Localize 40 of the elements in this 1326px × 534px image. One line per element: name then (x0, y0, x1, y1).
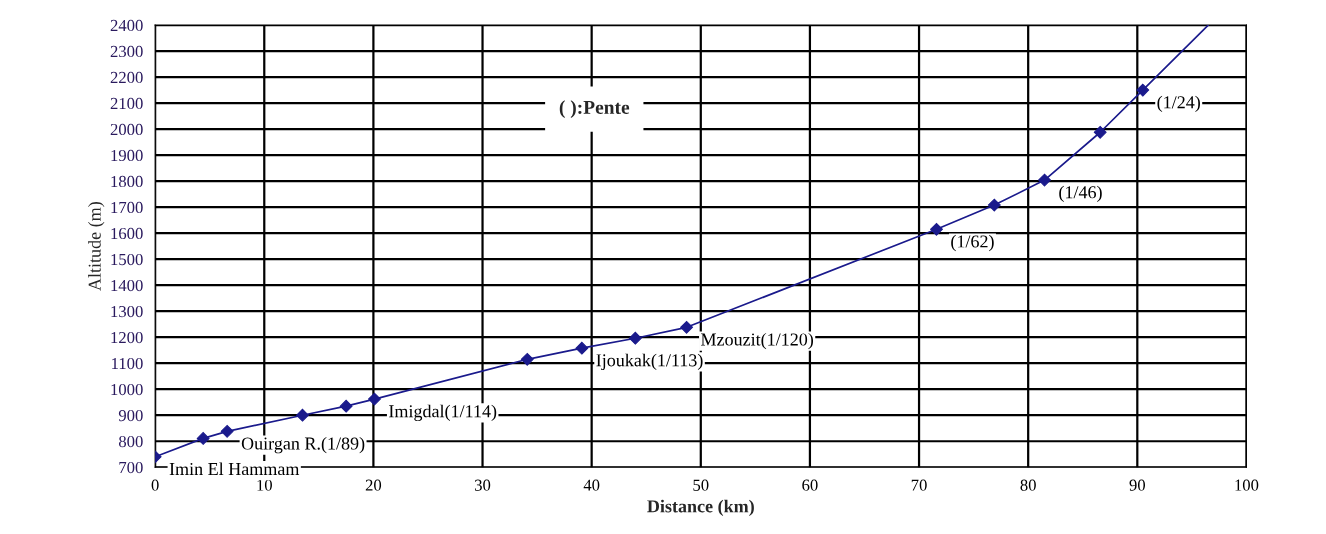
y-tick-label: 1300 (111, 305, 143, 318)
annotation: Imin El Hammam (169, 462, 300, 476)
y-tick-label: 2200 (110, 71, 143, 84)
y-tick-label: 2000 (110, 123, 143, 136)
y-axis-title: Altitude (m) (88, 202, 105, 291)
y-tick-label: 1400 (111, 279, 143, 292)
annotation: Imigdal(1/114) (389, 404, 497, 422)
x-tick-label: 20 (365, 479, 382, 491)
x-tick-label: 40 (583, 479, 600, 491)
annotation: Ouirgan R.(1/89) (241, 436, 365, 454)
y-tick-label: 2300 (110, 45, 143, 58)
x-tick-label: 90 (1129, 479, 1146, 491)
annotation: (1/46) (1059, 185, 1102, 203)
x-tick-label: 60 (802, 479, 818, 491)
y-tick-label: 1000 (111, 383, 143, 396)
y-tick-label: 1900 (111, 149, 143, 162)
x-tick-label: 30 (474, 479, 491, 491)
annotation: Mzouzit(1/120) (701, 332, 814, 350)
y-tick-label: 2400 (110, 19, 143, 32)
y-tick-label: 1600 (111, 227, 143, 240)
x-tick-label: 100 (1235, 479, 1259, 491)
x-tick-label: 70 (911, 479, 927, 491)
x-axis-title: Distance (km) (647, 499, 754, 517)
y-tick-label: 800 (118, 435, 143, 448)
annotation: (1/62) (951, 234, 994, 252)
x-tick-label: 0 (151, 479, 159, 491)
annotation: ( ):Pente (559, 100, 630, 118)
y-tick-label: 1200 (111, 331, 143, 344)
y-tick-label: 2100 (110, 97, 143, 110)
y-tick-label: 900 (118, 409, 143, 422)
annotation: (1/24) (1157, 95, 1200, 113)
x-tick-label: 10 (257, 479, 272, 491)
y-tick-label: 1700 (111, 201, 143, 214)
y-tick-label: 1100 (112, 357, 143, 370)
y-tick-label: 1800 (111, 175, 143, 188)
x-tick-label: 50 (693, 479, 709, 491)
y-tick-label: 1500 (111, 253, 143, 266)
annotation: Ijoukak(1/113) (596, 353, 703, 371)
x-tick-label: 80 (1020, 479, 1036, 491)
y-tick-label: 700 (119, 461, 143, 474)
